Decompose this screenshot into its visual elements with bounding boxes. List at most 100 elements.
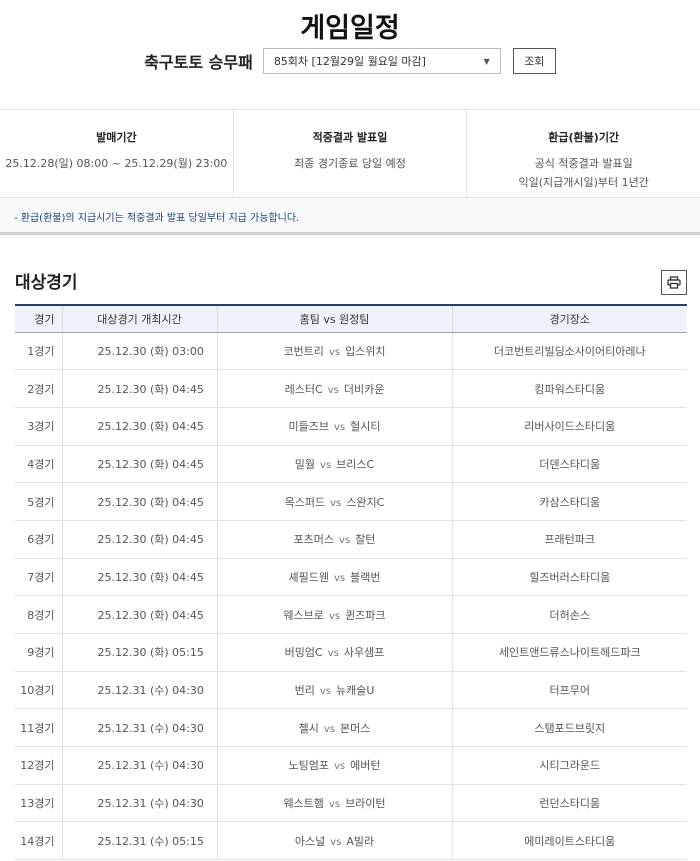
home-team: 웨스트햄 xyxy=(283,797,324,811)
print-button[interactable] xyxy=(661,270,687,295)
vs-label: vs xyxy=(323,723,335,735)
table-row: 7경기 25.12.30 (화) 04:45 셰필드웬 vs 블랙번 힐즈버러스타디… xyxy=(15,558,687,597)
game-number: 10경기 xyxy=(15,671,62,710)
match-time: 25.12.31 (수) 04:30 xyxy=(61,708,217,748)
table-row: 3경기 25.12.30 (화) 04:45 미들즈브 vs 헐시티 리버사이드스타… xyxy=(15,407,687,446)
col-teams: 홈팀 vs 원정팀 xyxy=(216,304,452,333)
table-row: 2경기 25.12.30 (화) 04:45 레스터C vs 더비카운 킹파워스타디… xyxy=(15,369,687,408)
venue: 세인트앤드류스나이트헤드파크 xyxy=(451,633,687,672)
game-number: 14경기 xyxy=(15,821,62,861)
vs-label: vs xyxy=(327,384,339,396)
result-date-heading: 적중결과 발표일 xyxy=(312,131,388,144)
game-number: 2경기 xyxy=(15,369,62,408)
table-row: 8경기 25.12.30 (화) 04:45 웨스브로 vs 퀸즈파크 더허손스 xyxy=(15,595,687,634)
away-team: 퀸즈파크 xyxy=(345,608,386,622)
vs-label: vs xyxy=(319,686,331,698)
vs-label: vs xyxy=(320,459,332,471)
home-team: 아스널 xyxy=(294,834,326,848)
table-row: 10경기 25.12.31 (수) 04:30 번리 vs 뉴캐슬U 터프무어 xyxy=(15,671,687,710)
home-team: 밀월 xyxy=(294,457,316,471)
match-time: 25.12.31 (수) 04:30 xyxy=(61,671,217,710)
game-number: 11경기 xyxy=(15,708,62,748)
away-team: 브라이턴 xyxy=(345,797,386,811)
vs-label: vs xyxy=(328,799,341,811)
refund-note: - 환급(환불)의 지급시기는 적중결과 발표 당일부터 지급 가능합니다. xyxy=(0,198,700,235)
match-time: 25.12.31 (수) 04:30 xyxy=(61,784,217,823)
home-team: 번리 xyxy=(294,684,315,698)
venue: 더덴스타디움 xyxy=(451,445,687,484)
teams: 밀월 vs 브리스C xyxy=(216,445,452,484)
venue: 런던스타디움 xyxy=(451,784,687,823)
teams: 옥스퍼드 vs 스완지C xyxy=(216,482,452,521)
game-number: 5경기 xyxy=(15,482,62,521)
vs-label: vs xyxy=(333,572,346,584)
away-team: 스완지C xyxy=(346,495,385,509)
match-time: 25.12.30 (화) 05:15 xyxy=(61,633,217,672)
printer-icon xyxy=(667,276,681,289)
game-number: 9경기 xyxy=(15,633,62,672)
table-row: 13경기 25.12.31 (수) 04:30 웨스트햄 vs 브라이턴 런던스타디… xyxy=(15,784,687,823)
home-team: 노팅엄포 xyxy=(288,759,329,773)
match-time: 25.12.30 (화) 04:45 xyxy=(61,595,217,634)
table-row: 1경기 25.12.30 (화) 03:00 코번트리 vs 입스위치 더코번트리빌… xyxy=(15,332,687,371)
sale-period-value: 25.12.28(일) 08:00 ~ 25.12.29(월) 23:00 xyxy=(5,157,228,170)
sale-period: 발매기간 25.12.28(일) 08:00 ~ 25.12.29(월) 23:… xyxy=(0,110,234,197)
away-team: 입스위치 xyxy=(345,344,386,358)
venue: 힐즈버러스타디움 xyxy=(451,558,687,597)
teams: 코번트리 vs 입스위치 xyxy=(216,332,452,371)
vs-label: vs xyxy=(339,535,351,547)
refund-period-line: 익일(지급개시일)부터 1년간 xyxy=(518,176,649,189)
sale-period-heading: 발매기간 xyxy=(96,131,137,144)
col-time: 대상경기 개최시간 xyxy=(61,304,217,333)
match-time: 25.12.30 (화) 04:45 xyxy=(61,369,217,408)
venue: 터프무어 xyxy=(451,671,687,710)
match-time: 25.12.31 (수) 04:30 xyxy=(61,746,217,785)
teams: 미들즈브 vs 헐시티 xyxy=(216,407,452,446)
vs-label: vs xyxy=(330,497,342,509)
section-title: 대상경기 xyxy=(15,273,78,293)
table-row: 9경기 25.12.30 (화) 05:15 버밍엄C vs 사우샘프 세인트앤드류… xyxy=(15,633,687,672)
away-team: 에버턴 xyxy=(350,759,381,773)
venue: 리버사이드스타디움 xyxy=(451,407,687,446)
away-team: 본머스 xyxy=(340,721,371,735)
vs-label: vs xyxy=(333,761,346,773)
round-select[interactable]: 85회차 [12월29일 월요일 마감] ▼ xyxy=(262,48,501,74)
table-row: 12경기 25.12.31 (수) 04:30 노팅엄포 vs 에버턴 시티그라운드 xyxy=(15,746,687,785)
teams: 버밍엄C vs 사우샘프 xyxy=(216,633,452,672)
home-team: 미들즈브 xyxy=(288,420,329,434)
refund-period: 환급(환불)기간 공식 적중결과 발표일 익일(지급개시일)부터 1년간 xyxy=(467,110,700,197)
match-time: 25.12.30 (화) 04:45 xyxy=(61,558,217,597)
table-row: 6경기 25.12.30 (화) 04:45 포츠머스 vs 찰턴 프래턴파크 xyxy=(15,520,687,559)
away-team: 더비카운 xyxy=(343,382,385,396)
game-number: 12경기 xyxy=(15,746,62,785)
teams: 레스터C vs 더비카운 xyxy=(216,369,452,408)
table-row: 5경기 25.12.30 (화) 04:45 옥스퍼드 vs 스완지C 카삼스타디움 xyxy=(15,482,687,521)
teams: 번리 vs 뉴캐슬U xyxy=(216,671,452,710)
away-team: 찰턴 xyxy=(355,533,376,547)
game-number: 1경기 xyxy=(15,332,62,371)
round-selector-row: 축구토토 승무패 85회차 [12월29일 월요일 마감] ▼ 조회 xyxy=(0,48,700,74)
home-team: 셰필드웬 xyxy=(288,570,329,584)
home-team: 옥스퍼드 xyxy=(284,495,326,509)
venue: 에미레이트스타디움 xyxy=(451,821,687,861)
game-number: 13경기 xyxy=(15,784,62,823)
table-row: 11경기 25.12.31 (수) 04:30 첼시 vs 본머스 스탬포드브릿지 xyxy=(15,708,687,748)
search-button[interactable]: 조회 xyxy=(512,48,556,74)
refund-period-heading: 환급(환불)기간 xyxy=(548,131,620,144)
teams: 셰필드웬 vs 블랙번 xyxy=(216,558,452,597)
teams: 포츠머스 vs 찰턴 xyxy=(216,520,452,559)
vs-label: vs xyxy=(328,346,341,358)
game-type-label: 축구토토 승무패 xyxy=(144,53,253,72)
match-time: 25.12.30 (화) 04:45 xyxy=(61,520,217,559)
game-number: 6경기 xyxy=(15,520,62,559)
game-number: 3경기 xyxy=(15,407,62,446)
table-row: 4경기 25.12.30 (화) 04:45 밀월 vs 브리스C 더덴스타디움 xyxy=(15,445,687,484)
venue: 시티그라운드 xyxy=(451,746,687,785)
page-title: 게임일정 xyxy=(300,13,400,44)
home-team: 포츠머스 xyxy=(293,533,335,547)
chevron-down-icon: ▼ xyxy=(483,56,490,66)
match-time: 25.12.31 (수) 05:15 xyxy=(61,821,217,861)
home-team: 레스터C xyxy=(284,382,323,396)
col-venue: 경기장소 xyxy=(451,304,687,333)
home-team: 웨스브로 xyxy=(283,608,324,622)
